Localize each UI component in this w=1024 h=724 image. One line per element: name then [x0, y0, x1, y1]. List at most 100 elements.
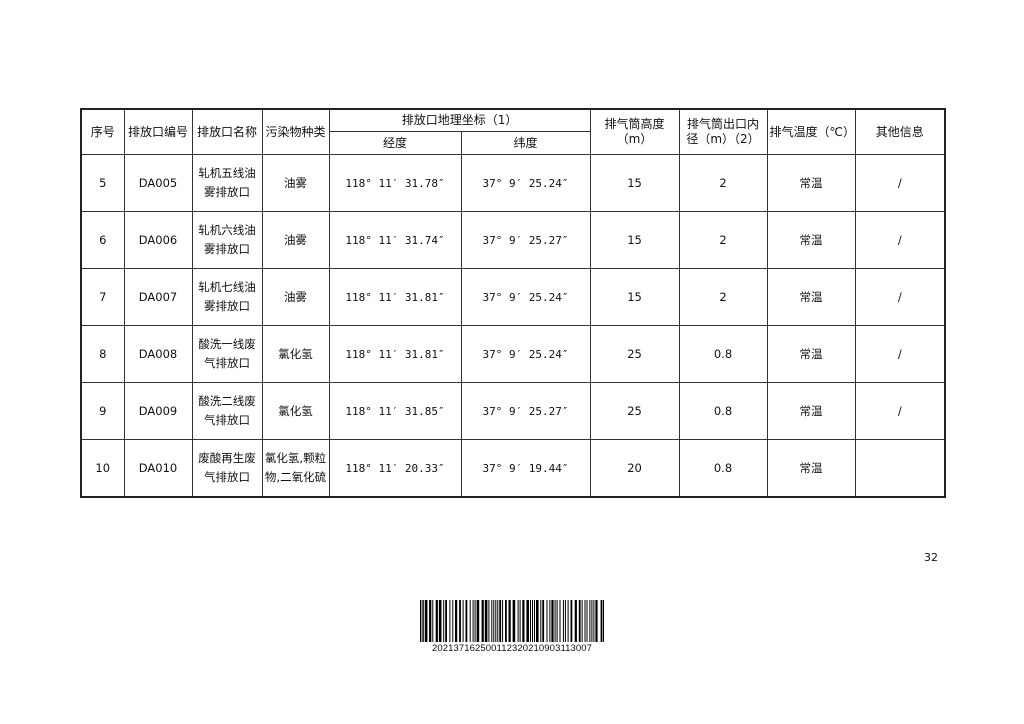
cell-stack-diameter: 2 [678, 211, 768, 269]
cell-stack-diameter: 2 [678, 154, 768, 212]
barcode-bar [517, 600, 519, 642]
barcode-bar [432, 600, 434, 642]
cell-longitude: 118° 11′ 31.81″ [328, 325, 462, 383]
barcode-bar [445, 600, 447, 642]
table-row: 10 DA010 废酸再生废气排放口 氯化氢,颗粒物,二氧化硫 118° 11′ 20.… [80, 439, 946, 498]
barcode-bar [493, 600, 495, 642]
barcode-bar [512, 600, 516, 642]
barcode-bar [549, 600, 551, 642]
cell-stack-height: 25 [589, 325, 680, 383]
barcode-bar [586, 600, 588, 642]
cell-outlet-code: DA008 [123, 325, 193, 383]
barcode-bar [522, 600, 525, 642]
cell-outlet-name: 轧机七线油雾排放口 [191, 268, 263, 326]
barcode-bar [584, 600, 586, 642]
barcode-bar [488, 600, 490, 642]
barcode-bar [476, 600, 480, 642]
cell-outlet-code: DA006 [123, 211, 193, 269]
cell-longitude: 118° 11′ 31.78″ [328, 154, 462, 212]
page-number: 32 [924, 551, 938, 564]
barcode-bar [589, 600, 591, 642]
header-outlet-name: 排放口名称 [191, 108, 263, 155]
cell-longitude: 118° 11′ 31.81″ [328, 268, 462, 326]
cell-stack-diameter: 0.8 [678, 382, 768, 440]
barcode-bar [495, 600, 497, 642]
cell-exhaust-temp: 常温 [766, 154, 856, 212]
cell-other: / [854, 325, 946, 383]
cell-longitude: 118° 11′ 31.85″ [328, 382, 462, 440]
cell-latitude: 37° 9′ 19.44″ [460, 439, 591, 498]
barcode-bar [532, 600, 533, 642]
cell-pollutant: 油雾 [261, 211, 330, 269]
barcode-bar [491, 600, 493, 642]
barcode-number: 2021371625001123202109031130​07 [431, 643, 593, 654]
barcode-bar [469, 600, 471, 642]
cell-other: / [854, 268, 946, 326]
cell-latitude: 37° 9′ 25.27″ [460, 382, 591, 440]
cell-outlet-name: 废酸再生废气排放口 [191, 439, 263, 498]
cell-longitude: 118° 11′ 20.33″ [328, 439, 462, 498]
cell-other: / [854, 211, 946, 269]
barcode-bar [551, 600, 554, 642]
cell-exhaust-temp: 常温 [766, 268, 856, 326]
barcode-bar [540, 600, 542, 642]
barcode-bar [462, 600, 464, 642]
barcode-bar [505, 600, 507, 642]
cell-stack-height: 15 [589, 268, 680, 326]
barcode-bar [602, 600, 604, 642]
header-latitude: 纬度 [460, 131, 591, 155]
cell-exhaust-temp: 常温 [766, 211, 856, 269]
barcode-bar [484, 600, 488, 642]
cell-outlet-code: DA007 [123, 268, 193, 326]
barcode-bar [449, 600, 451, 642]
cell-exhaust-temp: 常温 [766, 439, 856, 498]
barcode-bar [424, 600, 428, 642]
header-coords: 排放口地理坐标（1） [328, 108, 591, 132]
cell-pollutant: 氯化氢,颗粒物,二氧化硫 [261, 439, 330, 498]
cell-seq: 6 [80, 211, 125, 269]
barcode-bar [465, 600, 468, 642]
cell-latitude: 37° 9′ 25.27″ [460, 211, 591, 269]
cell-latitude: 37° 9′ 25.24″ [460, 325, 591, 383]
cell-stack-height: 25 [589, 382, 680, 440]
barcode-bar [438, 600, 442, 642]
cell-outlet-code: DA010 [123, 439, 193, 498]
cell-stack-height: 15 [589, 154, 680, 212]
cell-latitude: 37° 9′ 25.24″ [460, 154, 591, 212]
barcode-bar [508, 600, 511, 642]
cell-other [854, 439, 946, 498]
cell-stack-height: 15 [589, 211, 680, 269]
barcode-bar [519, 600, 521, 642]
header-pollutant: 污染物种类 [261, 108, 330, 155]
cell-stack-diameter: 2 [678, 268, 768, 326]
header-longitude: 经度 [328, 131, 462, 155]
cell-stack-diameter: 0.8 [678, 439, 768, 498]
barcode-bar [546, 600, 548, 642]
barcode-bar [542, 600, 545, 642]
barcode-bar [443, 600, 445, 642]
cell-pollutant: 油雾 [261, 268, 330, 326]
barcode-bar [474, 600, 476, 642]
cell-pollutant: 氯化氢 [261, 325, 330, 383]
table-row: 8 DA008 酸洗一线废气排放口 氯化氢 118° 11′ 31.81″ 37° 9′ … [80, 325, 946, 383]
header-outlet-code: 排放口编号 [123, 108, 193, 155]
table-row: 9 DA009 酸洗二线废气排放口 氯化氢 118° 11′ 31.85″ 37° 9′ … [80, 382, 946, 440]
barcode-bar [472, 600, 474, 642]
table-row: 5 DA005 轧机五线油雾排放口 油雾 118° 11′ 31.78″ 37° 9′ 2… [80, 154, 946, 212]
emission-outlet-table: 序号 排放口编号 排放口名称 污染物种类 排放口地理坐标（1） 排气筒高度（m）… [80, 108, 947, 498]
cell-outlet-name: 酸洗一线废气排放口 [191, 325, 263, 383]
cell-seq: 7 [80, 268, 125, 326]
header-stack-diameter: 排气筒出口内径（m）（2） [678, 108, 768, 155]
barcode-bar [595, 600, 598, 642]
barcode-bar [591, 600, 593, 642]
barcode-bar [570, 600, 573, 642]
header-exhaust-temp: 排气温度（℃） [766, 108, 856, 155]
barcode-bar [556, 600, 558, 642]
cell-stack-height: 20 [589, 439, 680, 498]
cell-exhaust-temp: 常温 [766, 325, 856, 383]
cell-outlet-code: DA005 [123, 154, 193, 212]
cell-other: / [854, 154, 946, 212]
barcode-bar [562, 600, 564, 642]
barcode-bar [481, 600, 484, 642]
header-stack-height: 排气筒高度（m） [589, 108, 680, 155]
